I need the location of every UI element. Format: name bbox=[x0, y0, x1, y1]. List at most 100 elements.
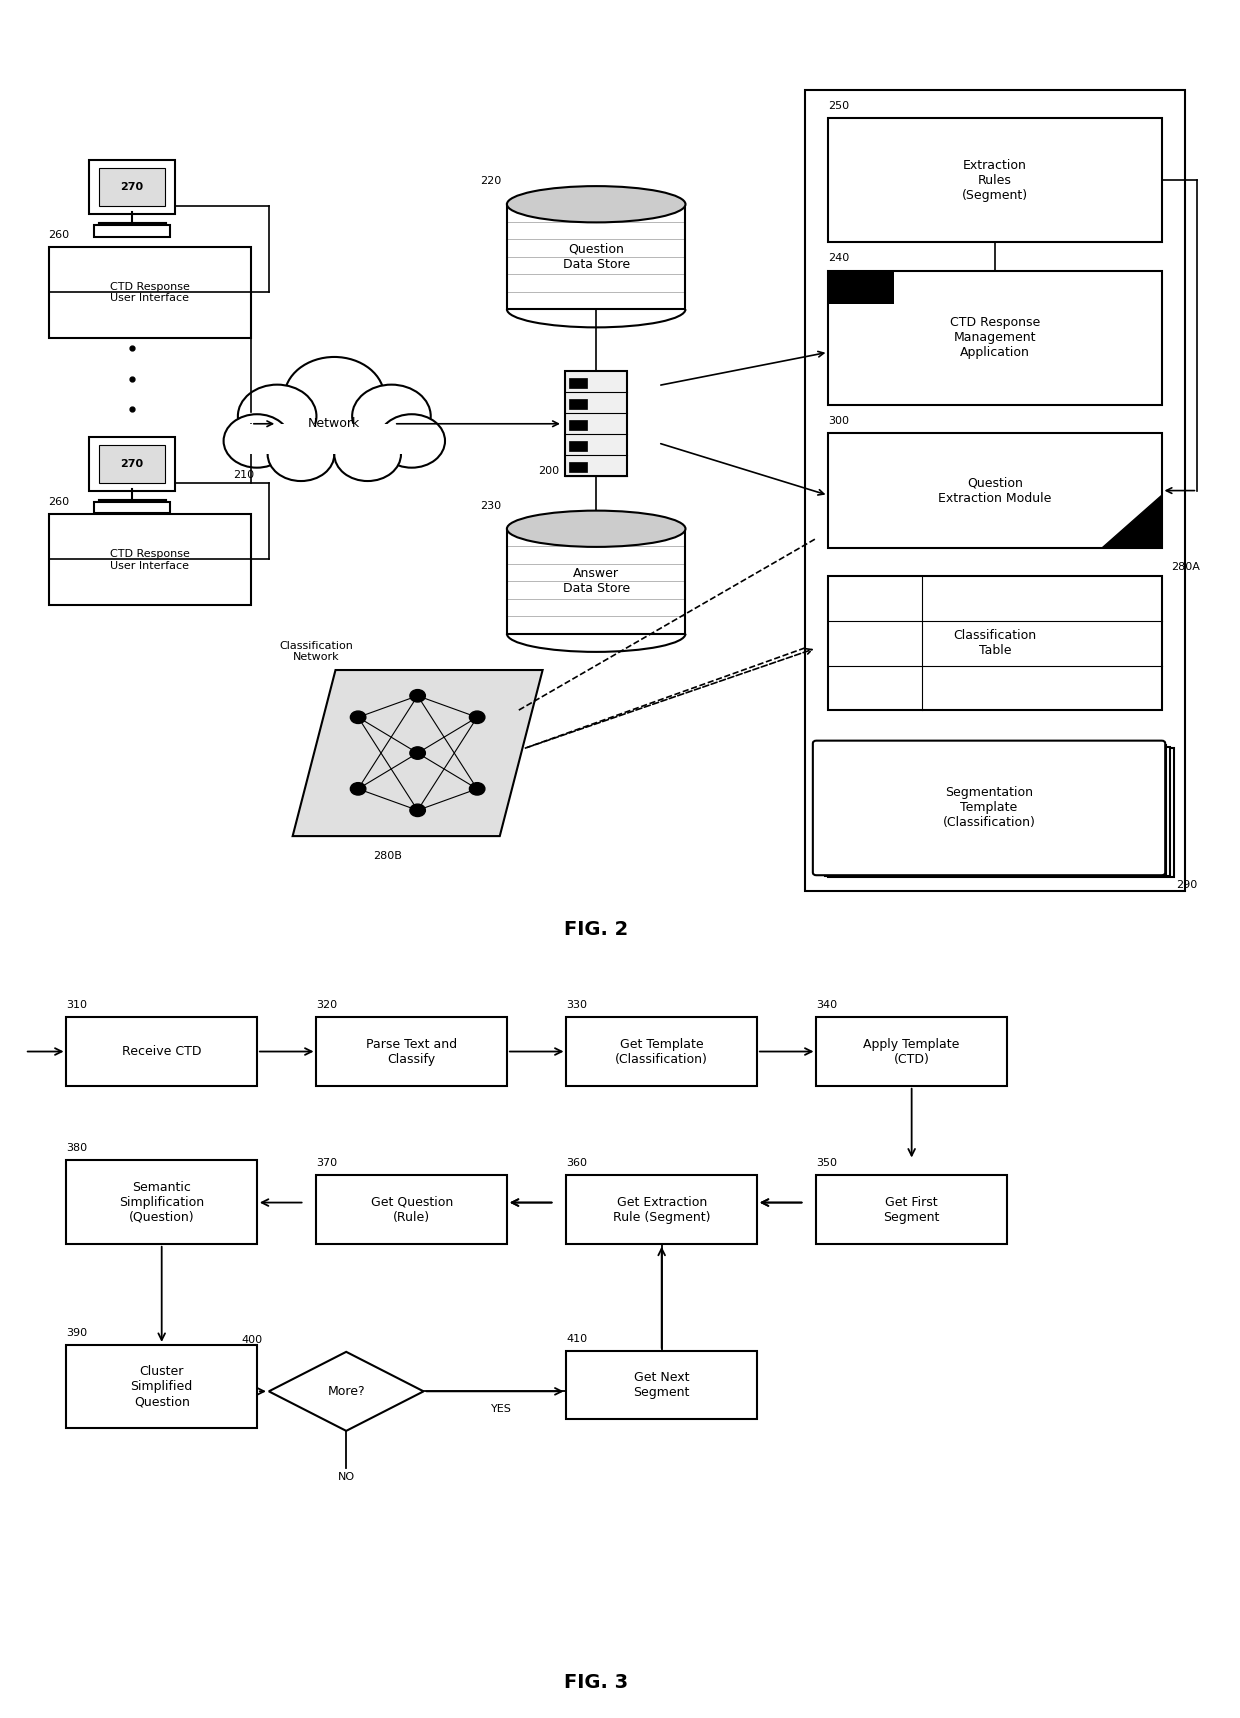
Polygon shape bbox=[293, 670, 543, 837]
Text: 280A: 280A bbox=[1171, 562, 1200, 572]
FancyBboxPatch shape bbox=[567, 1017, 756, 1086]
Ellipse shape bbox=[507, 186, 686, 222]
FancyBboxPatch shape bbox=[828, 749, 1173, 878]
FancyBboxPatch shape bbox=[89, 160, 175, 213]
Text: Get Extraction
Rule (Segment): Get Extraction Rule (Segment) bbox=[613, 1196, 711, 1223]
FancyBboxPatch shape bbox=[828, 577, 1162, 710]
FancyBboxPatch shape bbox=[567, 1175, 756, 1244]
Text: 290: 290 bbox=[1176, 880, 1197, 890]
FancyBboxPatch shape bbox=[828, 271, 894, 304]
FancyBboxPatch shape bbox=[94, 502, 170, 514]
FancyBboxPatch shape bbox=[828, 119, 1162, 242]
FancyBboxPatch shape bbox=[67, 1345, 257, 1428]
Text: FIG. 3: FIG. 3 bbox=[564, 1673, 629, 1692]
Text: Question
Extraction Module: Question Extraction Module bbox=[939, 476, 1052, 505]
Text: 350: 350 bbox=[816, 1158, 837, 1168]
Text: 240: 240 bbox=[828, 254, 849, 263]
Circle shape bbox=[223, 414, 290, 467]
Text: Get Next
Segment: Get Next Segment bbox=[634, 1371, 689, 1398]
Text: Network: Network bbox=[309, 417, 361, 430]
FancyBboxPatch shape bbox=[565, 371, 627, 476]
Text: 410: 410 bbox=[567, 1333, 588, 1343]
Text: Receive CTD: Receive CTD bbox=[122, 1045, 201, 1058]
Circle shape bbox=[351, 783, 366, 795]
Text: Get Template
(Classification): Get Template (Classification) bbox=[615, 1038, 708, 1065]
Text: Get Question
(Rule): Get Question (Rule) bbox=[371, 1196, 453, 1223]
Text: 210: 210 bbox=[233, 469, 254, 479]
Circle shape bbox=[378, 414, 445, 467]
Circle shape bbox=[352, 385, 430, 448]
Text: 250: 250 bbox=[828, 101, 849, 110]
FancyBboxPatch shape bbox=[67, 1160, 257, 1244]
FancyBboxPatch shape bbox=[569, 462, 587, 472]
FancyBboxPatch shape bbox=[813, 740, 1166, 874]
Text: Classification
Network: Classification Network bbox=[279, 641, 353, 663]
Text: More?: More? bbox=[327, 1385, 365, 1398]
Circle shape bbox=[351, 711, 366, 723]
FancyBboxPatch shape bbox=[825, 747, 1171, 876]
FancyBboxPatch shape bbox=[94, 225, 170, 237]
Circle shape bbox=[470, 783, 485, 795]
Text: 370: 370 bbox=[316, 1158, 337, 1168]
Text: 200: 200 bbox=[538, 466, 559, 476]
Text: CTD Response
User Interface: CTD Response User Interface bbox=[110, 550, 190, 570]
Text: 270: 270 bbox=[120, 459, 144, 469]
Text: Classification
Table: Classification Table bbox=[954, 629, 1037, 658]
Text: 310: 310 bbox=[67, 1000, 88, 1010]
Text: 280B: 280B bbox=[373, 852, 402, 861]
Text: 270: 270 bbox=[120, 182, 144, 192]
Text: 260: 260 bbox=[48, 230, 69, 239]
Circle shape bbox=[470, 711, 485, 723]
FancyBboxPatch shape bbox=[569, 419, 587, 430]
FancyBboxPatch shape bbox=[816, 1175, 1007, 1244]
Text: Segmentation
Template
(Classification): Segmentation Template (Classification) bbox=[942, 787, 1035, 830]
FancyBboxPatch shape bbox=[569, 399, 587, 409]
Circle shape bbox=[284, 357, 384, 436]
Circle shape bbox=[410, 689, 425, 703]
FancyBboxPatch shape bbox=[816, 1017, 1007, 1086]
Ellipse shape bbox=[507, 510, 686, 546]
Text: 340: 340 bbox=[816, 1000, 837, 1010]
Text: CTD Response
Management
Application: CTD Response Management Application bbox=[950, 316, 1040, 359]
Text: NO: NO bbox=[337, 1472, 355, 1483]
Text: 320: 320 bbox=[316, 1000, 337, 1010]
Polygon shape bbox=[233, 424, 435, 454]
Text: Semantic
Simplification
(Question): Semantic Simplification (Question) bbox=[119, 1180, 205, 1223]
Text: 230: 230 bbox=[480, 502, 501, 510]
Text: 220: 220 bbox=[480, 177, 501, 186]
Text: 380: 380 bbox=[67, 1144, 88, 1153]
Text: Cluster
Simplified
Question: Cluster Simplified Question bbox=[130, 1366, 193, 1409]
Text: 400: 400 bbox=[242, 1335, 263, 1345]
Text: 330: 330 bbox=[567, 1000, 588, 1010]
FancyBboxPatch shape bbox=[569, 440, 587, 452]
FancyBboxPatch shape bbox=[99, 168, 165, 206]
FancyBboxPatch shape bbox=[316, 1175, 507, 1244]
FancyBboxPatch shape bbox=[569, 378, 587, 388]
Text: Parse Text and
Classify: Parse Text and Classify bbox=[366, 1038, 458, 1065]
Text: YES: YES bbox=[491, 1404, 511, 1414]
Text: Answer
Data Store: Answer Data Store bbox=[563, 567, 630, 594]
Text: 360: 360 bbox=[567, 1158, 588, 1168]
Polygon shape bbox=[507, 204, 686, 309]
Text: Apply Template
(CTD): Apply Template (CTD) bbox=[863, 1038, 960, 1065]
FancyBboxPatch shape bbox=[48, 247, 250, 338]
Circle shape bbox=[268, 428, 335, 481]
Circle shape bbox=[335, 428, 401, 481]
FancyBboxPatch shape bbox=[316, 1017, 507, 1086]
Polygon shape bbox=[269, 1352, 424, 1431]
Circle shape bbox=[410, 804, 425, 816]
Polygon shape bbox=[1102, 495, 1162, 548]
FancyBboxPatch shape bbox=[67, 1017, 257, 1086]
Text: 390: 390 bbox=[67, 1328, 88, 1338]
FancyBboxPatch shape bbox=[48, 514, 250, 605]
Text: CTD Response
User Interface: CTD Response User Interface bbox=[110, 282, 190, 304]
FancyBboxPatch shape bbox=[89, 436, 175, 491]
Text: 260: 260 bbox=[48, 497, 69, 507]
FancyBboxPatch shape bbox=[828, 271, 1162, 405]
Circle shape bbox=[410, 747, 425, 759]
FancyBboxPatch shape bbox=[828, 433, 1162, 548]
Text: 300: 300 bbox=[828, 416, 849, 426]
FancyBboxPatch shape bbox=[567, 1350, 756, 1419]
Text: FIG. 2: FIG. 2 bbox=[564, 921, 629, 940]
Text: Question
Data Store: Question Data Store bbox=[563, 242, 630, 271]
